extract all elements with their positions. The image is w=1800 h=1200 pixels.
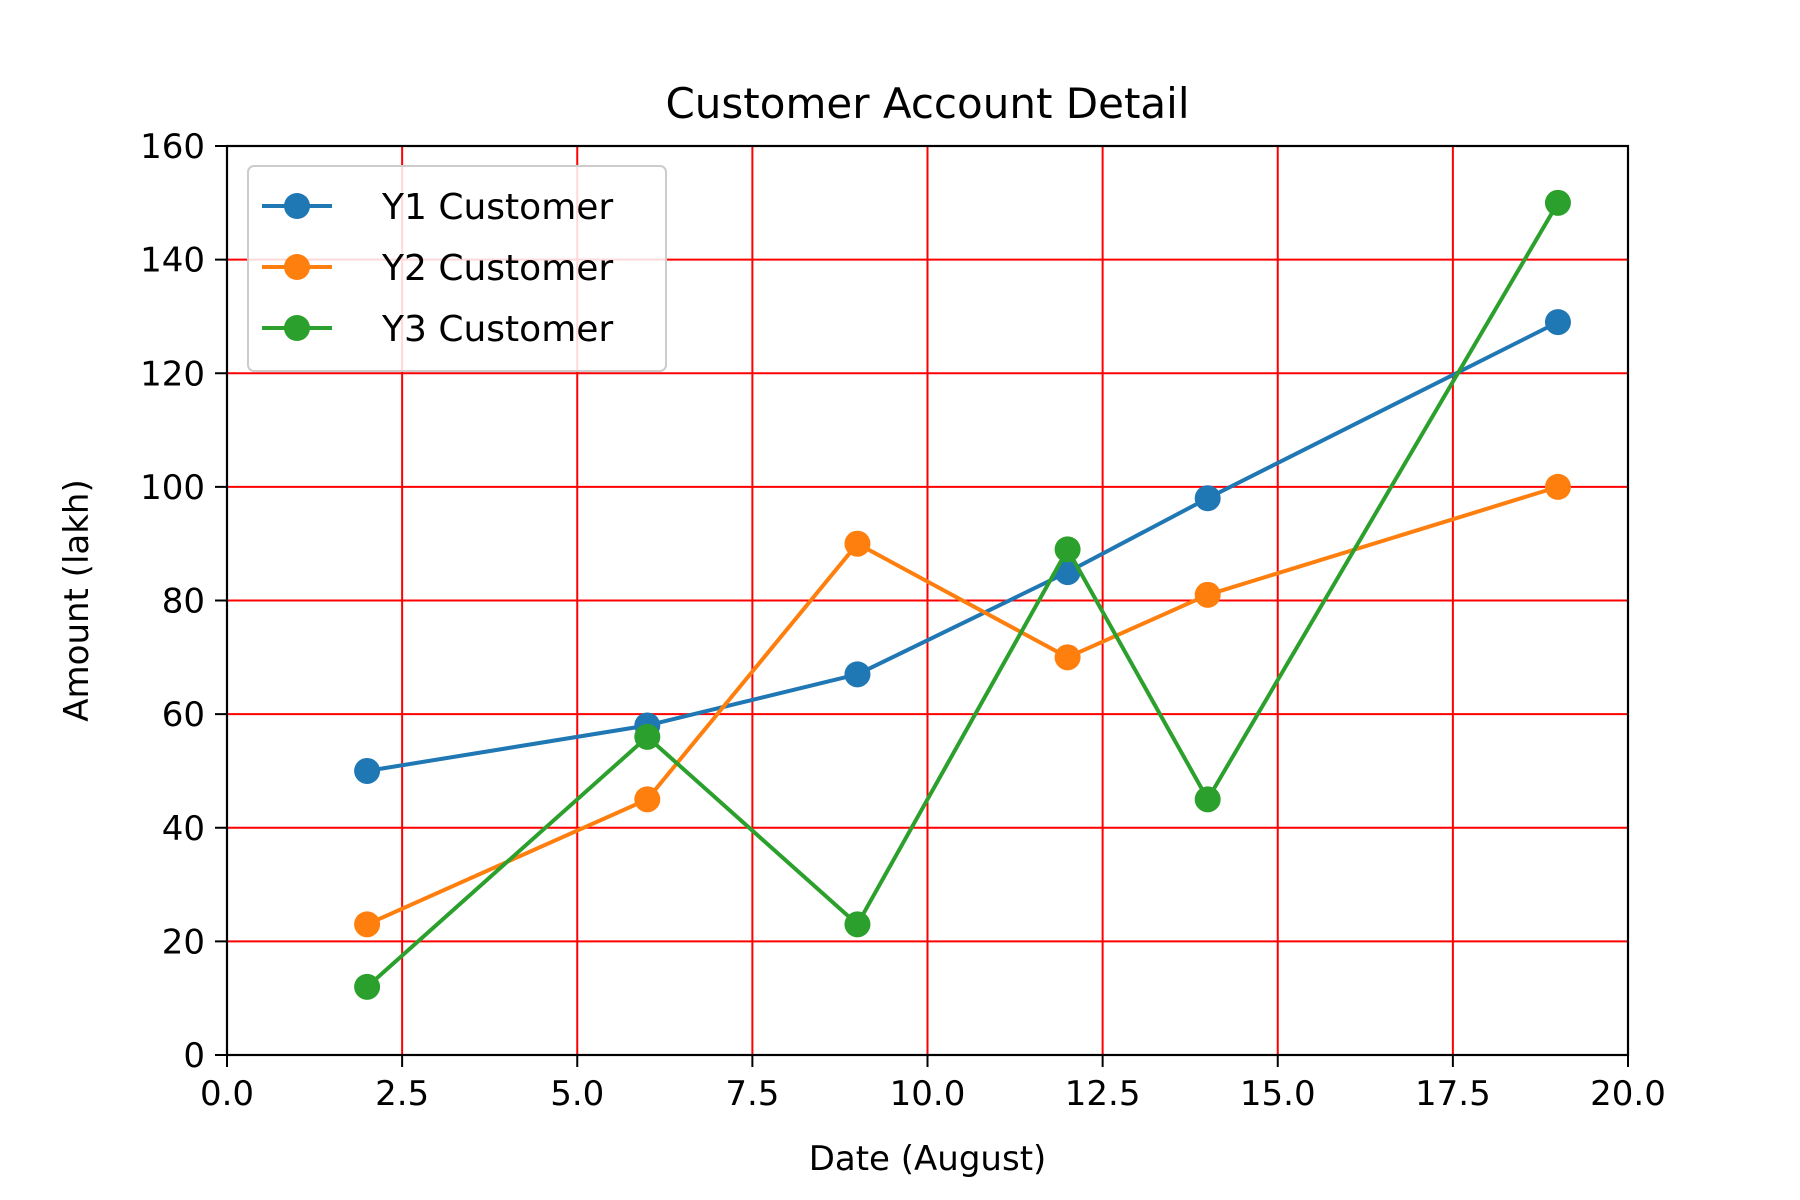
data-point-series-2 — [354, 911, 381, 938]
data-point-series-2 — [1194, 581, 1221, 608]
data-point-series-2 — [634, 786, 661, 813]
x-axis-title: Date (August) — [809, 1139, 1047, 1179]
y-tick-label: 40 — [162, 809, 205, 849]
data-point-series-3 — [634, 723, 661, 750]
y-tick-label: 0 — [183, 1036, 205, 1076]
series-line-2 — [365, 484, 1560, 927]
data-point-series-3 — [844, 911, 871, 938]
y-tick-label: 80 — [162, 582, 205, 622]
data-point-series-2 — [1054, 644, 1081, 671]
y-tick-label: 60 — [162, 695, 205, 735]
axis-ticks: 0.0 2.5 5.0 7.5 10.0 12.5 15.0 17.5 20.0 0 20 40 60 8… — [140, 127, 1666, 1114]
data-point-series-1 — [354, 757, 381, 784]
y-tick-label: 120 — [140, 354, 205, 394]
series-line-1 — [365, 320, 1560, 773]
x-tick-label: 15.0 — [1240, 1074, 1316, 1114]
legend: Y1 Customer Y2 Customer Y3 Customer — [247, 165, 667, 372]
legend-swatch-marker — [284, 315, 310, 341]
y-tick-label: 160 — [140, 127, 205, 167]
data-point-series-3 — [1054, 536, 1081, 563]
x-tick-label: 10.0 — [890, 1074, 966, 1114]
legend-swatch-marker — [284, 193, 310, 219]
data-point-series-2 — [844, 530, 871, 557]
series-line-3 — [365, 200, 1560, 989]
legend-label: Y2 Customer — [381, 248, 613, 289]
x-tick-label: 2.5 — [375, 1074, 429, 1114]
y-axis-title: Amount (lakh) — [57, 479, 97, 721]
legend-label: Y3 Customer — [381, 309, 613, 350]
data-point-series-3 — [1194, 786, 1221, 813]
x-tick-label: 17.5 — [1415, 1074, 1491, 1114]
data-point-series-3 — [1544, 189, 1571, 216]
series-layer — [354, 189, 1571, 1000]
x-tick-label: 0.0 — [200, 1074, 254, 1114]
y-tick-label: 20 — [162, 922, 205, 962]
y-tick-label: 100 — [140, 468, 205, 508]
data-point-series-1 — [844, 661, 871, 688]
legend-label: Y1 Customer — [381, 187, 613, 228]
data-point-series-1 — [1544, 309, 1571, 336]
x-tick-label: 12.5 — [1065, 1074, 1141, 1114]
x-tick-label: 7.5 — [725, 1074, 779, 1114]
data-point-series-1 — [1054, 559, 1081, 586]
legend-swatch-marker — [284, 254, 310, 280]
data-point-series-2 — [1544, 473, 1571, 500]
data-point-series-3 — [354, 973, 381, 1000]
chart-title: Customer Account Detail — [665, 79, 1189, 128]
x-tick-label: 20.0 — [1590, 1074, 1666, 1114]
data-point-series-1 — [1194, 485, 1221, 512]
legend-box — [247, 165, 667, 372]
x-tick-label: 5.0 — [550, 1074, 604, 1114]
y-tick-label: 140 — [140, 241, 205, 281]
